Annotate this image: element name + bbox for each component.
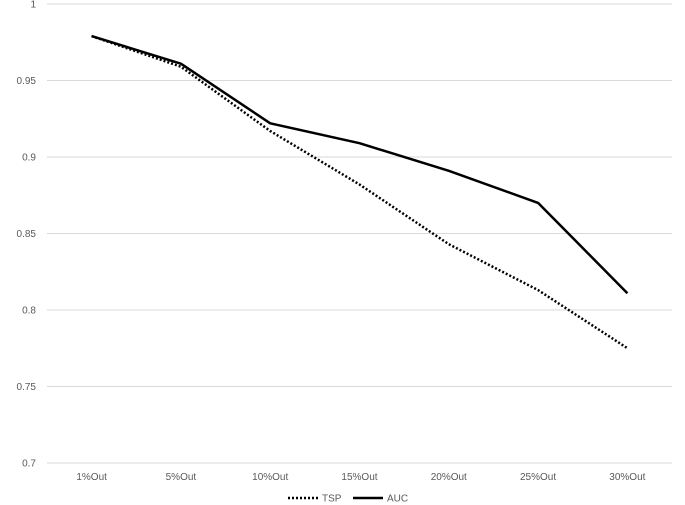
legend-label-tsp: TSP xyxy=(322,494,342,505)
y-axis-ticks: 0.7 0.75 0.8 0.85 0.9 0.95 1 xyxy=(17,0,37,470)
y-tick-label: 0.95 xyxy=(17,76,37,87)
series-line-tsp xyxy=(91,34,629,350)
y-tick-label: 1 xyxy=(30,0,36,11)
x-tick-label: 5%Out xyxy=(166,472,197,483)
y-tick-label: 0.7 xyxy=(22,459,36,470)
x-tick-label: 30%Out xyxy=(609,472,645,483)
x-tick-label: 10%Out xyxy=(252,472,288,483)
x-tick-label: 1%Out xyxy=(76,472,107,483)
y-tick-label: 0.85 xyxy=(17,229,37,240)
y-tick-label: 0.75 xyxy=(17,382,37,393)
x-tick-label: 15%Out xyxy=(341,472,377,483)
y-tick-label: 0.8 xyxy=(22,306,36,317)
series-lines xyxy=(91,34,629,350)
x-tick-label: 20%Out xyxy=(431,472,467,483)
x-axis-ticks: 1%Out 5%Out 10%Out 15%Out 20%Out 25%Out 30%Out xyxy=(76,472,645,483)
legend-label-auc: AUC xyxy=(387,494,408,505)
gridlines xyxy=(47,3,672,464)
x-tick-label: 25%Out xyxy=(520,472,556,483)
y-tick-label: 0.9 xyxy=(22,153,36,164)
legend: TSP AUC xyxy=(288,494,408,505)
series-line-auc xyxy=(91,34,629,295)
